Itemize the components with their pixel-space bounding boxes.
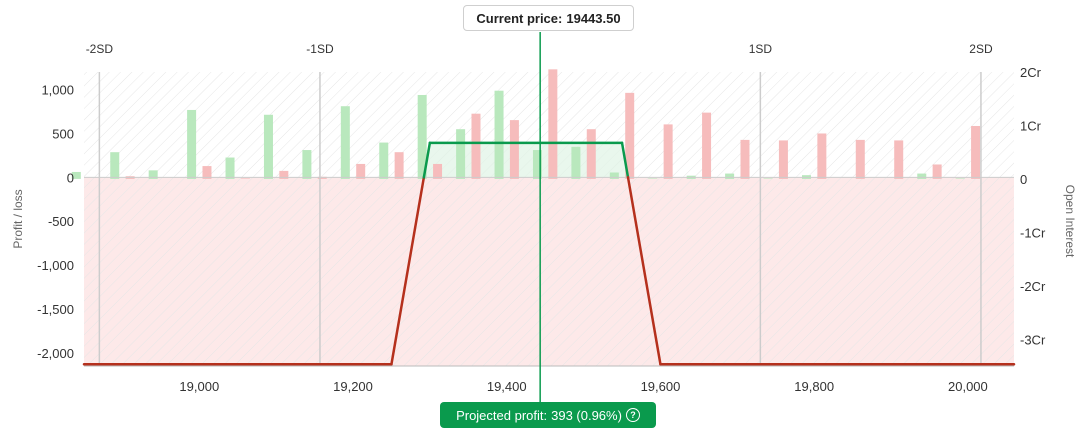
x-tick-label: 19,600 (641, 379, 681, 394)
call-oi-bar (609, 172, 619, 179)
y-tick-label: -1,000 (37, 258, 74, 273)
x-tick-label: 19,800 (794, 379, 834, 394)
y-tick-label: -500 (48, 214, 74, 229)
y-tick-label: -1,500 (37, 302, 74, 317)
put-oi-bar (740, 139, 750, 179)
put-oi-bar (894, 140, 904, 179)
y-tick-label: -2,000 (37, 346, 74, 361)
current-price-badge: Current price: 19443.50 (463, 5, 634, 31)
x-tick-label: 19,200 (333, 379, 373, 394)
x-tick-label: 19,400 (487, 379, 527, 394)
call-oi-bar (417, 94, 427, 179)
put-oi-bar (356, 163, 366, 179)
call-oi-bar (571, 146, 581, 179)
put-oi-bar (817, 133, 827, 179)
x-tick-label: 20,000 (948, 379, 988, 394)
put-oi-bar (586, 129, 596, 179)
call-oi-bar (263, 114, 273, 179)
current-price-label: Current price: (476, 10, 563, 26)
call-oi-bar (648, 178, 658, 179)
put-oi-bar (433, 163, 443, 179)
call-oi-bar (379, 142, 389, 179)
y-tick-label: 500 (52, 126, 74, 141)
call-oi-bar (302, 150, 312, 179)
y2-axis-title: Open Interest (1063, 185, 1077, 258)
current-price-value: 19443.50 (566, 10, 621, 26)
put-oi-bar (855, 139, 865, 179)
call-oi-bar (456, 129, 466, 179)
sd-label: 2SD (969, 42, 993, 56)
put-oi-bar (240, 178, 250, 179)
put-oi-bar (279, 170, 289, 179)
projected-profit-value: 393 (0.96%) (551, 407, 622, 423)
call-oi-bar (725, 173, 735, 179)
y-tick-label: 1,000 (41, 83, 74, 98)
question-circle-icon[interactable]: ? (625, 408, 640, 422)
call-oi-bar (110, 152, 120, 179)
call-oi-bar (532, 150, 542, 179)
put-oi-bar (548, 69, 558, 179)
payoff-line-profit (422, 141, 432, 179)
call-oi-bar (955, 178, 965, 179)
y2-tick-label: -2Cr (1020, 279, 1046, 294)
call-oi-bar (763, 178, 773, 179)
sd-label: -2SD (86, 42, 114, 56)
call-oi-bar (225, 157, 235, 179)
call-oi-bar (71, 171, 81, 179)
projected-profit-label: Projected profit: (456, 407, 548, 423)
put-oi-bar (702, 112, 712, 179)
put-oi-bar (971, 125, 981, 179)
put-oi-bar (932, 164, 942, 179)
put-oi-bar (394, 152, 404, 179)
payoff-line-loss (390, 176, 426, 366)
y2-tick-label: 0 (1020, 172, 1027, 187)
call-oi-bar (917, 173, 927, 179)
put-oi-bar (663, 124, 673, 179)
call-oi-bar (494, 90, 504, 179)
sd-label: 1SD (749, 42, 773, 56)
put-oi-bar (471, 113, 481, 179)
put-oi-bar (202, 166, 212, 179)
put-oi-bar (509, 120, 519, 179)
y-axis-title: Profit / loss (11, 189, 25, 248)
put-oi-bar (778, 140, 788, 179)
call-oi-bar (187, 109, 197, 179)
y2-tick-label: 1Cr (1020, 118, 1042, 133)
call-oi-bar (148, 170, 158, 179)
payoff-line-loss (626, 176, 662, 366)
profit-region (423, 142, 629, 178)
projected-profit-badge: Projected profit: 393 (0.96%) ? (440, 402, 656, 428)
x-tick-label: 19,000 (179, 379, 219, 394)
loss-region-hatch (84, 177, 1014, 366)
y-tick-label: 0 (67, 170, 74, 185)
y2-tick-label: -1Cr (1020, 225, 1046, 240)
sd-label: -1SD (306, 42, 334, 56)
y2-tick-label: -3Cr (1020, 332, 1046, 347)
put-oi-bar (625, 92, 635, 179)
payoff-line-profit (620, 141, 630, 179)
y2-tick-label: 2Cr (1020, 65, 1042, 80)
put-oi-bar (317, 176, 327, 179)
call-oi-bar (340, 106, 350, 179)
